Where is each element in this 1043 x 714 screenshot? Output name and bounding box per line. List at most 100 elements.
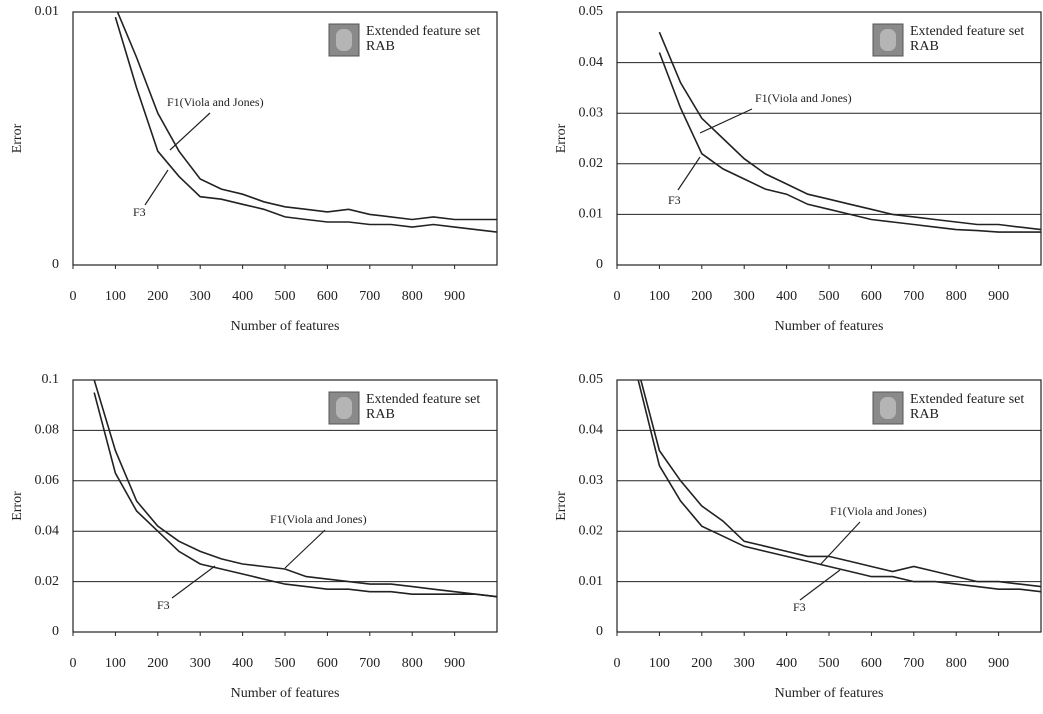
x-tick-label: 100 (105, 289, 126, 304)
x-tick-label: 300 (734, 289, 755, 304)
y-axis-label: Error (10, 123, 25, 153)
leader-line (699, 108, 753, 134)
annotation: RAB (910, 407, 939, 422)
leader-line (169, 112, 211, 151)
leader-line (144, 169, 169, 206)
series-line (116, 12, 497, 221)
x-tick-label: 200 (147, 289, 168, 304)
series-label: F3 (793, 600, 806, 614)
leader-line (677, 156, 701, 191)
series-line (640, 380, 1041, 588)
subplot: 0 0.01 0.02 0.03 0.04 0.05 0 100 200 300 400 500 600… (554, 4, 1042, 334)
series-line (93, 392, 497, 598)
y-tick-label: 0.01 (579, 207, 604, 222)
y-tick-label: 0.01 (579, 574, 604, 589)
annotation: Extended feature set (910, 24, 1024, 39)
x-tick-label: 100 (105, 656, 126, 671)
icon-inner (880, 397, 896, 419)
icon-inner (880, 29, 896, 51)
subplot: 0 0.01 0.02 0.03 0.04 0.05 0 100 200 300 400 500 600… (554, 372, 1042, 701)
subplot: 0 0.02 0.04 0.06 0.08 0.1 0 100 200 300 400 500 600 7… (10, 372, 498, 701)
y-tick-label: 0.06 (35, 473, 60, 488)
x-tick-label: 600 (861, 656, 882, 671)
annotation: RAB (910, 39, 939, 54)
x-tick-label: 800 (946, 289, 967, 304)
x-axis-label: Number of features (775, 319, 884, 334)
y-tick-label: 0.05 (579, 4, 604, 19)
leader-line (171, 565, 216, 599)
y-tick-label: 0 (596, 624, 603, 639)
series-line (114, 16, 497, 233)
x-tick-label: 0 (70, 656, 77, 671)
series-line (658, 31, 1041, 231)
x-tick-label: 600 (861, 289, 882, 304)
y-tick-label: 0 (52, 624, 59, 639)
annotation: RAB (366, 407, 395, 422)
y-tick-label: 0.02 (35, 574, 60, 589)
leader-line (819, 521, 861, 566)
x-tick-label: 900 (444, 289, 465, 304)
x-tick-label: 700 (903, 289, 924, 304)
x-tick-label: 400 (232, 656, 253, 671)
plot-frame (72, 379, 498, 633)
x-tick-label: 0 (614, 289, 621, 304)
x-tick-label: 700 (359, 656, 380, 671)
series-label: F1(Viola and Jones) (755, 91, 852, 105)
x-tick-label: 200 (691, 656, 712, 671)
y-tick-label: 0.1 (42, 372, 60, 387)
series-label: F1(Viola and Jones) (270, 512, 367, 526)
y-tick-label: 0.04 (579, 55, 604, 70)
y-tick-label: 0 (596, 257, 603, 272)
y-tick-label: 0 (52, 257, 59, 272)
x-tick-label: 400 (776, 289, 797, 304)
icon-inner (336, 29, 352, 51)
x-tick-label: 300 (734, 656, 755, 671)
x-tick-label: 500 (819, 289, 840, 304)
x-tick-label: 300 (190, 289, 211, 304)
series-line (658, 52, 1041, 233)
series-label: F3 (668, 193, 681, 207)
leader-line (284, 529, 326, 569)
x-axis-label: Number of features (231, 686, 340, 701)
x-axis-label: Number of features (231, 319, 340, 334)
x-tick-label: 200 (691, 289, 712, 304)
y-tick-label: 0.08 (35, 423, 60, 438)
annotation: Extended feature set (366, 392, 480, 407)
y-tick-label: 0.05 (579, 372, 604, 387)
x-tick-label: 300 (190, 656, 211, 671)
plot-frame (72, 11, 498, 266)
y-tick-label: 0.04 (35, 523, 60, 538)
x-tick-label: 100 (649, 289, 670, 304)
series-line (93, 380, 497, 598)
x-tick-label: 200 (147, 656, 168, 671)
y-tick-label: 0.01 (35, 4, 60, 19)
x-tick-label: 800 (402, 656, 423, 671)
x-tick-label: 700 (359, 289, 380, 304)
icon-inner (336, 397, 352, 419)
plot-frame (616, 11, 1042, 266)
series-label: F3 (133, 205, 146, 219)
x-tick-label: 500 (819, 656, 840, 671)
annotation: Extended feature set (366, 24, 480, 39)
series-line (637, 380, 1041, 593)
series-label: F1(Viola and Jones) (167, 95, 264, 109)
x-tick-label: 100 (649, 656, 670, 671)
y-axis-label: Error (10, 491, 25, 521)
x-tick-label: 0 (614, 656, 621, 671)
x-tick-label: 900 (444, 656, 465, 671)
x-axis-label: Number of features (775, 686, 884, 701)
y-axis-label: Error (554, 123, 569, 153)
x-tick-label: 600 (317, 656, 338, 671)
x-tick-label: 400 (776, 656, 797, 671)
y-tick-label: 0.03 (579, 105, 604, 120)
x-tick-label: 800 (946, 656, 967, 671)
x-tick-label: 600 (317, 289, 338, 304)
x-tick-label: 900 (988, 656, 1009, 671)
x-tick-label: 800 (402, 289, 423, 304)
y-tick-label: 0.03 (579, 473, 604, 488)
annotation: Extended feature set (910, 392, 1024, 407)
x-tick-label: 900 (988, 289, 1009, 304)
y-tick-label: 0.02 (579, 523, 604, 538)
x-tick-label: 500 (275, 656, 296, 671)
